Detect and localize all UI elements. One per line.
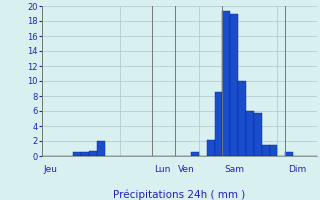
Text: Précipitations 24h ( mm ): Précipitations 24h ( mm ) [113, 190, 245, 200]
Text: Sam: Sam [225, 165, 245, 174]
Text: Dim: Dim [288, 165, 306, 174]
Text: Ven: Ven [178, 165, 194, 174]
Bar [222, 11, 230, 156]
Bar [81, 152, 89, 156]
Bar [230, 14, 238, 156]
Bar [207, 140, 215, 156]
Bar [191, 152, 199, 156]
Bar [254, 112, 262, 156]
Bar [215, 92, 222, 156]
Bar [262, 145, 270, 156]
Bar [89, 151, 97, 156]
Bar [238, 81, 246, 156]
Bar [270, 145, 277, 156]
Bar [285, 152, 293, 156]
Bar [97, 141, 105, 156]
Text: Jeu: Jeu [44, 165, 58, 174]
Bar [73, 152, 81, 156]
Text: Lun: Lun [154, 165, 171, 174]
Bar [246, 111, 254, 156]
